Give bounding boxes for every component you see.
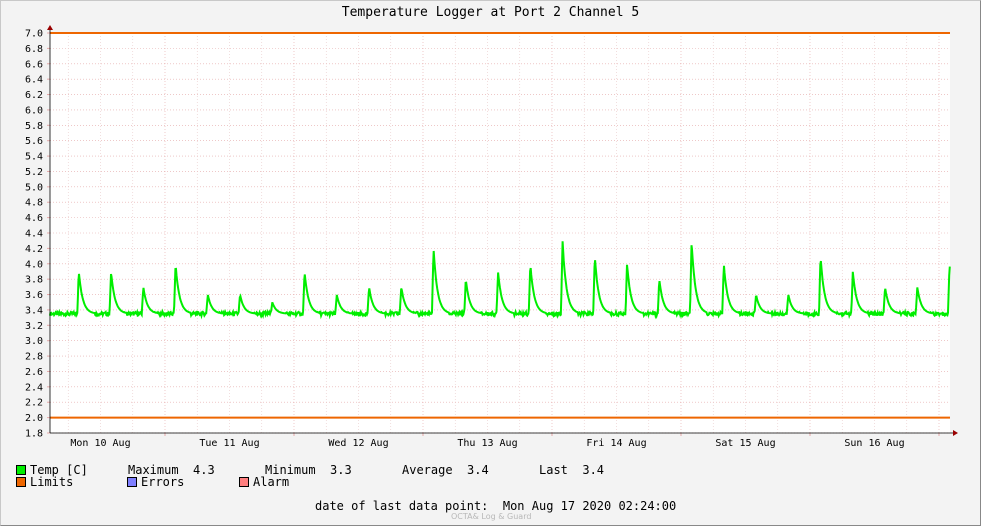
legend-errors-label: Errors <box>141 475 185 489</box>
y-tick-label: 6.8 <box>25 44 43 55</box>
y-tick-label: 2.4 <box>25 382 43 393</box>
y-tick-label: 7.0 <box>25 29 43 40</box>
last-value: 3.4 <box>582 463 605 477</box>
last-label: Last <box>539 463 568 477</box>
average-label: Average <box>402 463 453 477</box>
y-tick-label: 5.2 <box>25 167 43 178</box>
x-tick-label: Sat 15 Aug <box>715 438 775 449</box>
minimum-value: 3.3 <box>330 463 352 477</box>
last-data-point: date of last data point: Mon Aug 17 2020… <box>315 499 676 513</box>
temp-series <box>49 241 951 320</box>
y-tick-label: 4.0 <box>25 259 43 270</box>
maximum-label: Maximum <box>128 463 179 477</box>
legend-alarm: Alarm <box>239 475 289 489</box>
y-tick-label: 5.0 <box>25 182 43 193</box>
legend-temp-label: Temp [C] <box>30 463 88 477</box>
limits-swatch <box>16 477 26 487</box>
chart-title: Temperature Logger at Port 2 Channel 5 <box>341 5 640 20</box>
y-tick-label: 4.8 <box>25 198 43 209</box>
maximum-value: 4.3 <box>193 463 215 477</box>
y-tick-label: 6.0 <box>25 105 43 116</box>
y-tick-label: 3.8 <box>25 275 43 286</box>
legend-errors: Errors <box>127 475 184 489</box>
last-data-label: date of last data point: <box>315 499 489 513</box>
y-tick-label: 6.6 <box>25 59 43 70</box>
y-tick-label: 4.4 <box>25 229 43 240</box>
y-tick-label: 4.6 <box>25 213 43 224</box>
x-axis-ticks: Mon 10 Aug Tue 11 Aug Wed 12 Aug Thu 13 Aug… <box>70 433 940 449</box>
legend-limits-label: Limits <box>30 475 74 489</box>
y-tick-label: 6.2 <box>25 90 43 101</box>
x-tick-label: Sun 16 Aug <box>844 438 904 449</box>
y-tick-label: 2.0 <box>25 413 43 424</box>
x-tick-label: Fri 14 Aug <box>586 438 646 449</box>
y-axis-arrow <box>47 25 53 30</box>
last-data-value: Mon Aug 17 2020 02:24:00 <box>502 499 677 513</box>
y-axis-ticks: 1.8 2.0 2.2 2.4 2.6 2.8 3.0 3.2 3.4 3.6 3.8 4.0 4.2 4… <box>25 29 43 440</box>
legend-limits: Limits <box>16 475 73 489</box>
y-tick-label: 5.8 <box>25 121 43 132</box>
y-tick-label: 3.2 <box>25 321 43 332</box>
average-value: 3.4 <box>467 463 489 477</box>
axes <box>47 25 958 436</box>
stat-last: Last 3.4 <box>539 463 604 477</box>
alarm-swatch <box>239 477 249 487</box>
stat-average: Average 3.4 <box>402 463 489 477</box>
y-tick-label: 2.2 <box>25 398 43 409</box>
y-tick-label: 3.4 <box>25 305 43 316</box>
y-tick-label: 6.4 <box>25 75 43 86</box>
grid <box>47 32 950 434</box>
legend-alarm-label: Alarm <box>253 475 290 489</box>
credit-text: OCTA& Log & Guard <box>451 512 532 521</box>
legend-temp: Temp [C] <box>16 463 88 477</box>
y-tick-label: 3.6 <box>25 290 43 301</box>
errors-swatch <box>127 477 137 487</box>
minimum-label: Minimum <box>265 463 316 477</box>
stat-maximum: Maximum 4.3 <box>128 463 215 477</box>
y-tick-label: 1.8 <box>25 429 43 440</box>
temp-swatch <box>16 465 26 475</box>
limits-series <box>50 32 950 419</box>
y-tick-label: 4.2 <box>25 244 43 255</box>
y-tick-label: 2.6 <box>25 367 43 378</box>
y-tick-label: 5.4 <box>25 152 43 163</box>
x-tick-label: Thu 13 Aug <box>457 438 517 449</box>
x-axis-arrow <box>953 430 958 436</box>
y-tick-label: 2.8 <box>25 352 43 363</box>
y-tick-label: 5.6 <box>25 136 43 147</box>
y-tick-label: 3.0 <box>25 336 43 347</box>
x-tick-label: Tue 11 Aug <box>199 438 259 449</box>
x-tick-label: Mon 10 Aug <box>70 438 130 449</box>
temp-line <box>49 241 951 320</box>
x-tick-label: Wed 12 Aug <box>328 438 388 449</box>
stat-minimum: Minimum 3.3 <box>265 463 352 477</box>
